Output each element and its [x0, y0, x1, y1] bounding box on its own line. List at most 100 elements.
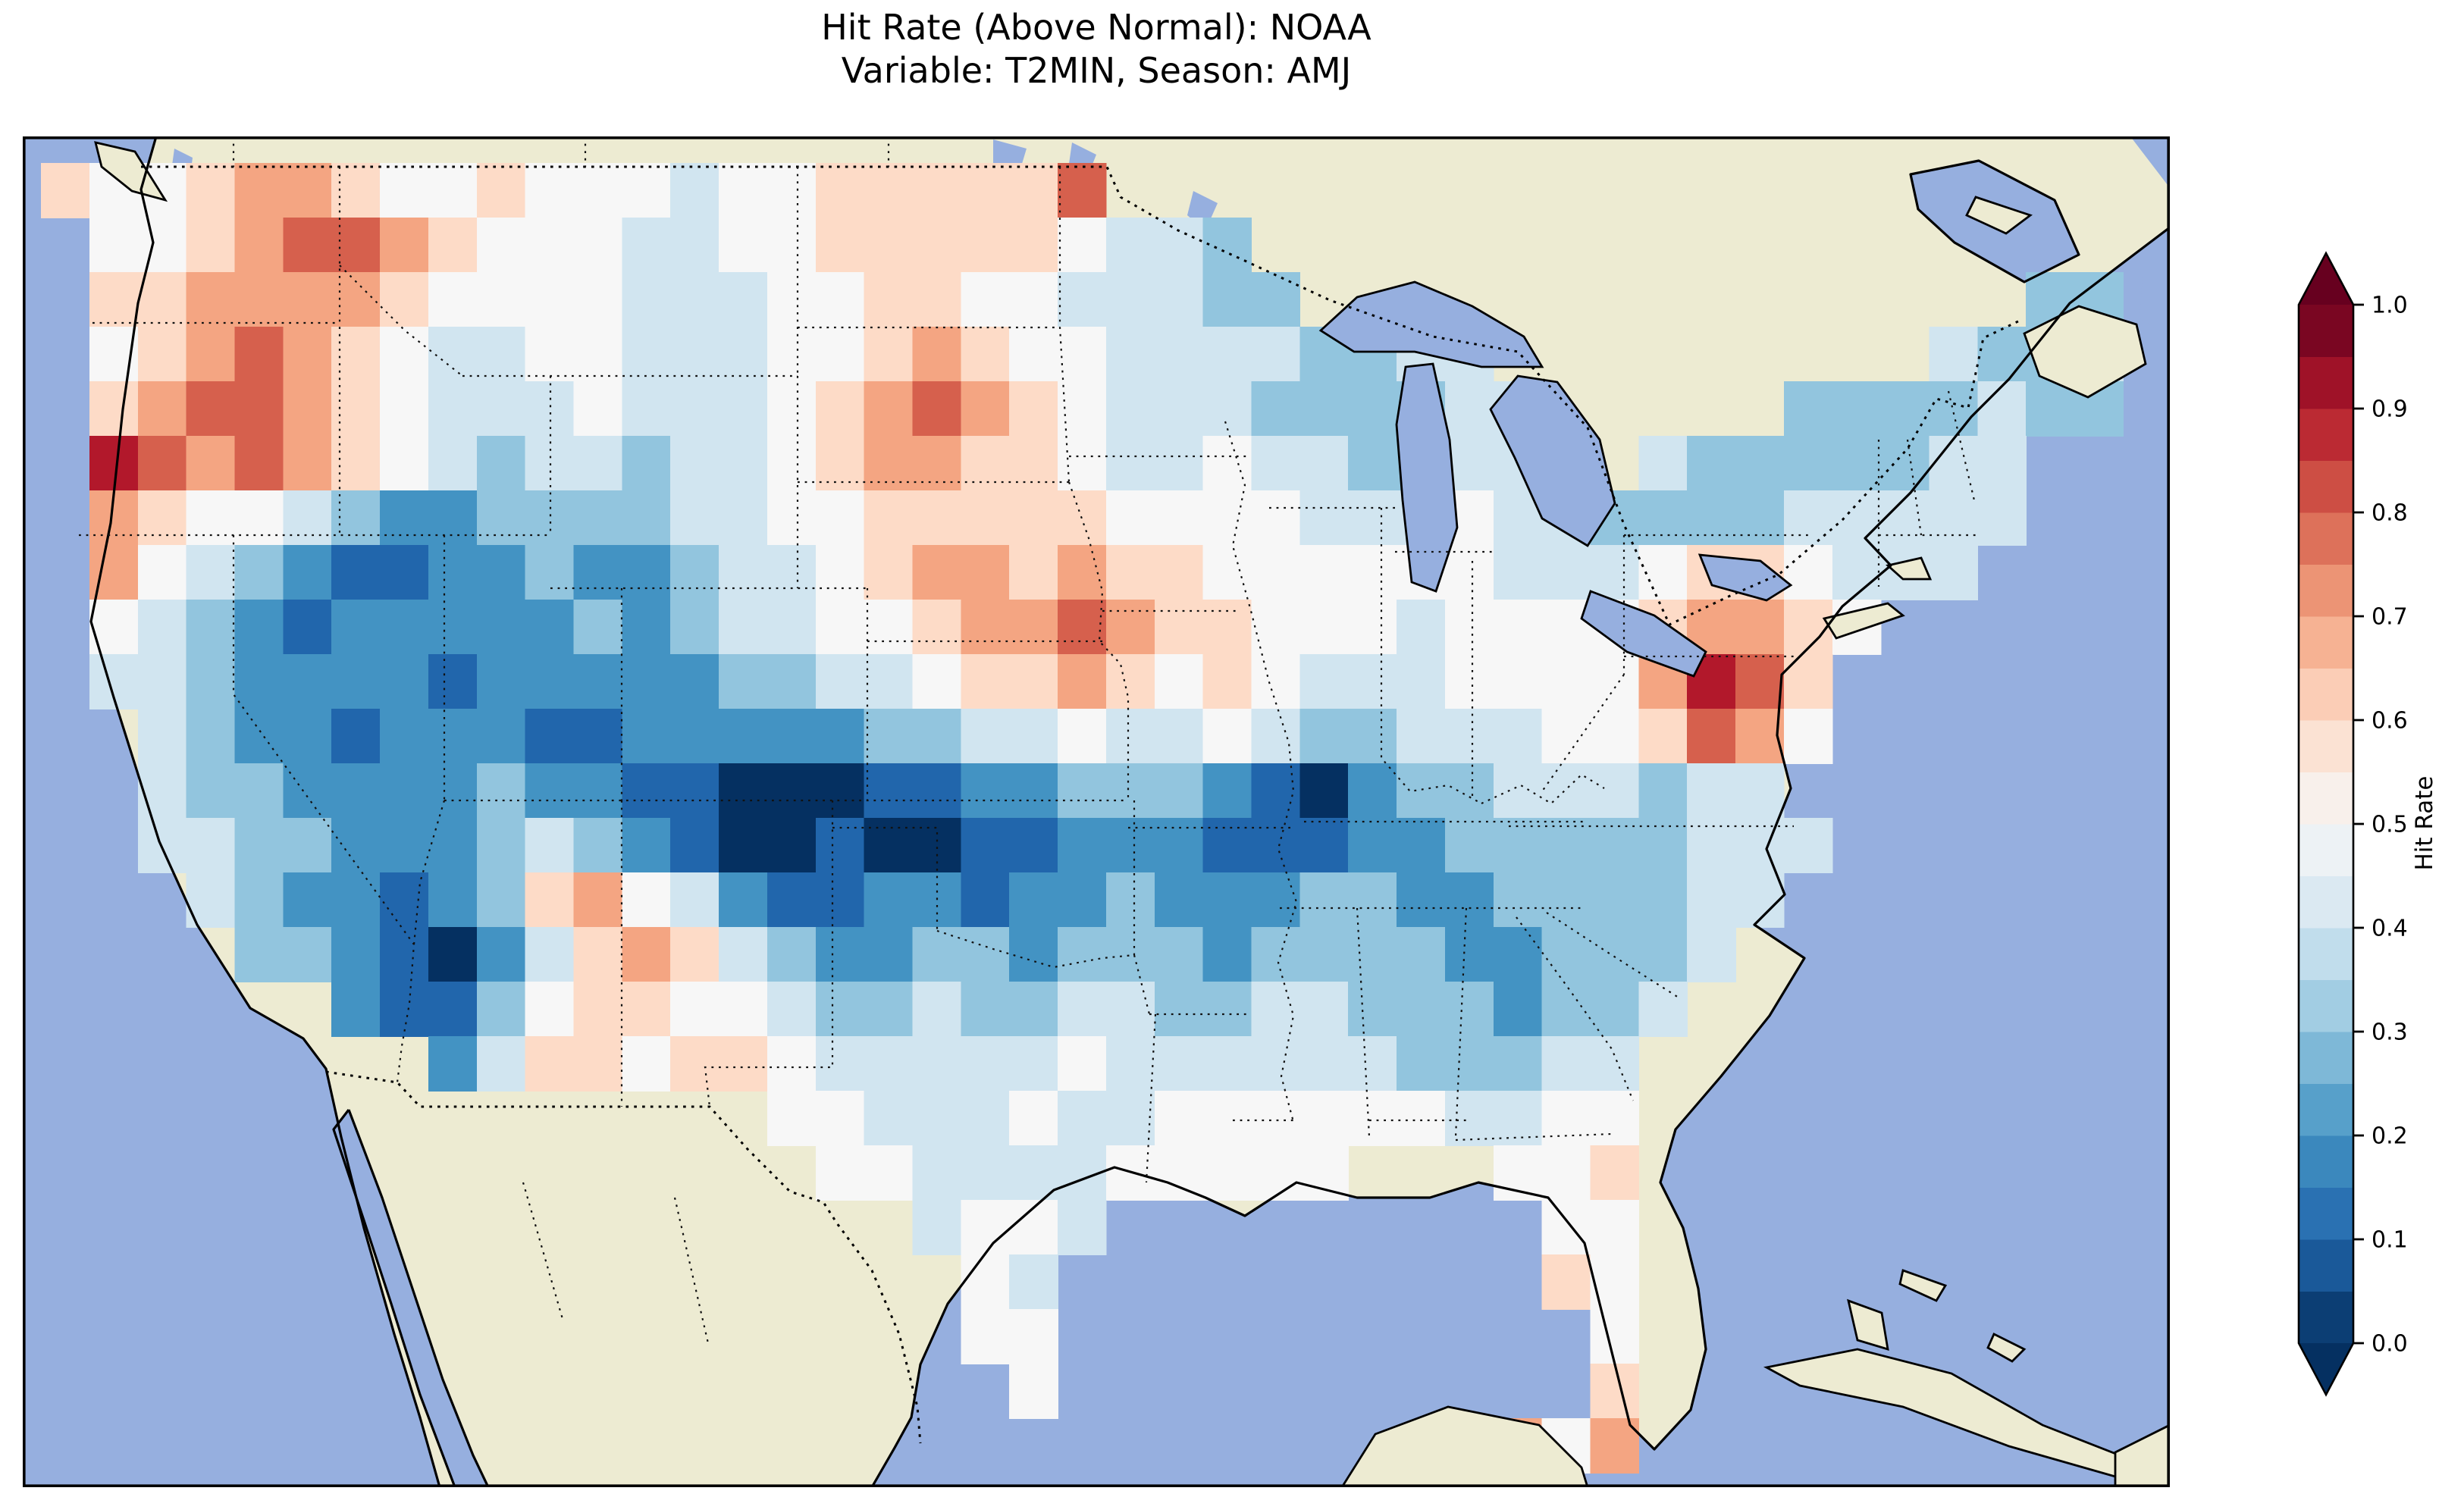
grid-cell [961, 818, 1010, 873]
grid-cell [1009, 1091, 1058, 1146]
grid-cell [670, 763, 719, 819]
grid-cell [1638, 709, 1688, 764]
grid-cell [1348, 927, 1397, 982]
grid-cell [428, 381, 478, 437]
grid-cell [622, 381, 671, 437]
grid-cell [380, 490, 429, 546]
grid-cell [1493, 709, 1543, 764]
grid-cell [1299, 600, 1349, 655]
grid-cell [912, 381, 961, 437]
grid-cell [766, 600, 817, 655]
grid-cell [380, 709, 429, 764]
grid-cell [961, 327, 1010, 382]
grid-cell [1106, 818, 1155, 873]
colorbar-band [2299, 305, 2353, 358]
grid-cell [1541, 872, 1591, 928]
grid-cell [1590, 1036, 1640, 1092]
grid-cell [186, 600, 236, 655]
grid-cell [1929, 381, 1979, 437]
anticosti-island [1965, 196, 2033, 235]
grid-cell [670, 381, 719, 437]
grid-cell [186, 709, 236, 764]
grid-cell [1154, 982, 1204, 1037]
grid-cell [1154, 927, 1204, 982]
grid-cell [1348, 600, 1397, 655]
grid-cell [573, 327, 622, 382]
grid-cell [766, 818, 817, 873]
grid-cell [1638, 982, 1688, 1037]
grid-cell [1154, 436, 1204, 491]
grid-cell [719, 327, 768, 382]
grid-cell [815, 982, 865, 1037]
grid-cell [961, 545, 1010, 600]
pacific-ocean [23, 136, 440, 1487]
grid-cell [1784, 600, 1833, 655]
grid-cell [1154, 1145, 1204, 1201]
grid-cell [234, 163, 284, 218]
grid-cell [1735, 654, 1785, 709]
grid-cell [380, 545, 429, 600]
grid-cell [525, 709, 575, 764]
colorbar-band [2299, 1291, 2353, 1344]
grid-cell [1348, 654, 1397, 709]
grid-cell [525, 272, 575, 327]
grid-cell [1251, 818, 1301, 873]
great-lakes [1318, 280, 1793, 678]
grid-cell [1397, 818, 1446, 873]
grid-cell [670, 490, 719, 546]
grid-cell [719, 654, 768, 709]
grid-cell [1299, 490, 1349, 546]
colorbar-tick-label: 0.8 [2372, 500, 2408, 526]
grid-cell [1541, 818, 1591, 873]
grid-cell [573, 872, 622, 928]
grid-cell [234, 381, 284, 437]
grid-cell [573, 927, 622, 982]
grid-cell [234, 654, 284, 709]
colorbar-band [2299, 1187, 2353, 1240]
grid-cell [525, 654, 575, 709]
grid-cell [283, 436, 332, 491]
map-panel [22, 136, 2171, 1489]
grid-cell [283, 654, 332, 709]
colorbar-band [2299, 668, 2353, 721]
grid-cell [1251, 327, 1301, 382]
title-line-2: Variable: T2MIN, Season: AMJ [841, 50, 1352, 91]
grid-cell [670, 818, 719, 873]
grid-cell [1154, 327, 1204, 382]
grid-cell [525, 218, 575, 273]
grid-cell [1397, 872, 1446, 928]
grid-cell [525, 381, 575, 437]
grid-cell [815, 218, 865, 273]
grid-cell [1541, 1091, 1591, 1146]
grid-cell [670, 654, 719, 709]
grid-cell [428, 436, 478, 491]
colorbar-tick-label: 0.9 [2372, 396, 2408, 422]
grid-cell [1106, 1091, 1155, 1146]
grid-cell [428, 927, 478, 982]
grid-cell [1009, 545, 1058, 600]
grid-cell [1058, 436, 1107, 491]
grid-cell [234, 818, 284, 873]
grid-cell [670, 1036, 719, 1092]
colorbar-svg: 0.0 0.1 0.2 0.3 0.4 0.5 0.6 0.7 0.8 0.9 1.0 Hit Ra… [2297, 251, 2438, 1397]
grid-cell [815, 927, 865, 982]
grid-cell [1009, 1145, 1058, 1201]
lake-huron [1489, 374, 1616, 547]
grid-cell [476, 600, 526, 655]
grid-cell [1445, 381, 1494, 437]
grid-cell [1445, 763, 1494, 819]
grid-cell [912, 490, 961, 546]
grid-cell [525, 872, 575, 928]
grid-cell [1009, 818, 1058, 873]
grid-cell [766, 436, 817, 491]
grid-cell [1202, 218, 1252, 273]
grid-cell [380, 982, 429, 1037]
grid-cell [815, 600, 865, 655]
grid-cell [670, 982, 719, 1037]
grid-cell [1541, 654, 1591, 709]
grid-cell [622, 927, 671, 982]
lake-ontario [1698, 553, 1793, 602]
grid-cell [89, 381, 139, 437]
grid-cell [476, 218, 526, 273]
grid-cell [815, 545, 865, 600]
